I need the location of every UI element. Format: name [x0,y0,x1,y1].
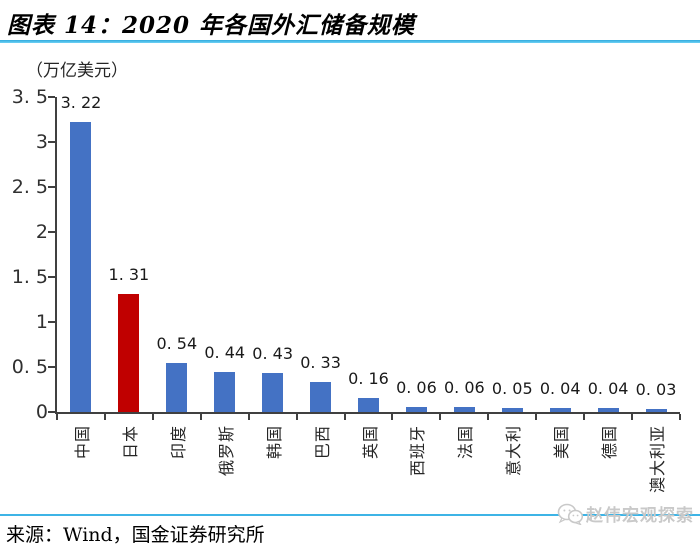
x-axis-tick [56,414,58,420]
x-category-label: 日本 [120,425,140,460]
bar [549,408,571,412]
y-tick-label: 1 [35,311,48,333]
x-category-label: 西班牙 [408,425,428,477]
bar [118,294,140,412]
x-axis-tick [439,414,442,420]
watermark-text: 赵伟宏观探索 [586,506,694,526]
x-axis-tick [679,414,681,420]
bar-value-label: 0. 54 [156,334,198,354]
source-note: 来源：Wind，国金证券研究所 [6,524,265,546]
x-axis-tick [247,414,250,420]
bar-value-label: 3. 22 [60,93,102,113]
y-axis-tick [48,276,55,278]
y-tick-label: 2 [35,221,48,243]
figure-title: 图表 14：2020 年各国外汇储备规模 [7,12,416,39]
x-category-label: 美国 [552,425,572,460]
x-category-label: 巴西 [312,425,332,460]
bar [405,406,427,412]
x-axis-tick [103,414,106,420]
y-axis-tick [48,96,55,98]
y-axis-tick [48,141,55,143]
x-axis-tick [487,414,490,420]
bar [358,397,379,412]
x-category-label: 法国 [456,425,476,460]
x-axis-tick [391,414,394,420]
y-axis-tick [48,186,55,188]
y-tick-label: 1. 5 [11,266,48,288]
x-category-label: 中国 [72,425,92,460]
y-tick-label: 0. 5 [11,356,48,378]
x-axis-tick [343,414,346,420]
bar [501,407,523,412]
x-category-label: 德国 [600,425,620,460]
y-axis-tick [48,411,55,413]
y-tick-label: 3 [35,131,48,153]
y-axis-unit-label: （万亿美元） [26,61,128,81]
x-category-label: 俄罗斯 [216,425,236,477]
bar [70,122,92,412]
bar [597,408,619,412]
y-axis [55,97,57,414]
bar-value-label: 0. 33 [300,353,341,373]
x-category-label: 英国 [360,425,380,460]
x-axis-tick [151,414,154,420]
x-category-label: 韩国 [264,425,284,460]
x-axis [55,412,680,414]
x-category-label: 印度 [168,425,188,460]
footer-divider-line [0,514,700,516]
title-underline [0,40,700,43]
bar-value-label: 0. 06 [396,377,437,397]
x-axis-tick [583,414,586,420]
bar-chart: （万亿美元） 0 0. 5 1 1. 5 2 2. 5 3 3. 5 3. 22 中国 1. 31 日… [0,44,700,510]
y-tick-label: 0 [35,401,48,423]
y-axis-tick [48,231,55,233]
watermark: 赵伟宏观探索 [557,501,694,526]
x-axis-tick [199,414,202,420]
bar-value-label: 0. 05 [491,378,533,398]
bar [645,409,667,412]
bar [214,372,236,412]
y-tick-label: 3. 5 [11,86,48,108]
x-category-label: 意大利 [504,425,524,477]
bar [262,373,284,412]
bar-value-label: 0. 04 [587,379,629,399]
bar-value-label: 0. 43 [252,344,293,364]
bar-value-label: 1. 31 [108,265,150,285]
bar-value-label: 0. 44 [204,343,246,363]
y-axis-tick [48,321,55,323]
bar-value-label: 0. 06 [443,377,485,397]
y-axis-tick [48,366,55,368]
bar-value-label: 0. 03 [635,380,677,400]
bar [310,382,332,412]
bar-value-label: 0. 16 [348,368,389,388]
bar [166,363,188,412]
bar-value-label: 0. 04 [539,379,581,399]
x-axis-tick [631,414,634,420]
y-tick-label: 2. 5 [11,176,48,198]
x-axis-tick [295,414,298,420]
bar [453,406,475,412]
x-category-label: 澳大利亚 [648,425,668,494]
wechat-chat-bubbles-icon [557,503,583,525]
x-axis-tick [535,414,538,420]
